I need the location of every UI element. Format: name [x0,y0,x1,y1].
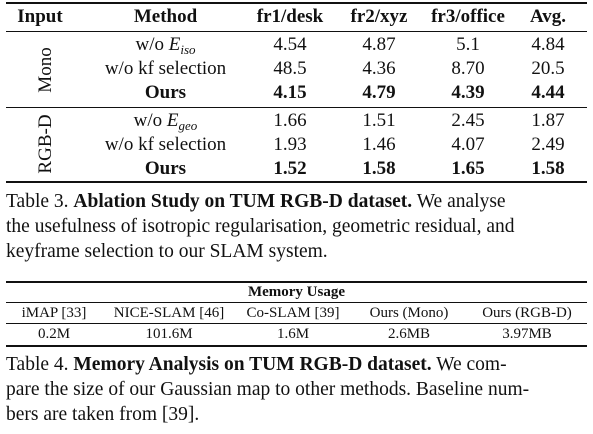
group-rule [6,107,587,108]
table4-caption: Table 4. Memory Analysis on TUM RGB-D da… [6,352,589,427]
value-cell: 2.6MB [387,326,431,342]
header-fr3-office: fr3/office [431,6,505,27]
math-symbol: E [166,110,179,131]
caption-title: Ablation Study on TUM RGB-D dataset. [73,191,413,212]
caption-line: bers are taken from [39]. [6,404,200,425]
value-cell: 1.87 [531,110,565,131]
value-cell: 1.6M [276,326,310,342]
caption-line: the usefulness of isotropic regularisati… [6,216,515,237]
value-cell: 4.79 [362,82,396,103]
table-row: w/o Egeo 1.66 1.51 2.45 1.87 [6,109,587,133]
table-row: w/o Eiso 4.54 4.87 5.1 4.84 [6,33,587,57]
header-cell: Ours (RGB-D) [482,305,572,321]
value-cell: 20.5 [531,58,565,79]
value-cell: 4.44 [531,82,565,103]
header-avg: Avg. [529,6,567,27]
header-fr1-desk: fr1/desk [256,6,324,27]
value-cell: 4.87 [362,34,396,55]
table-row: w/o kf selection 1.93 1.46 4.07 2.49 [6,133,587,157]
math-symbol: E [168,34,181,55]
caption-line: pare the size of our Gaussian map to oth… [6,379,530,400]
method-text: w/o E [133,110,179,131]
header-rule [6,31,587,32]
caption-text: We analyse [416,191,506,212]
table-bottom-rule [6,181,587,183]
header-cell: iMAP [33] [21,305,87,321]
value-cell: 4.36 [362,58,396,79]
header-method: Method [133,6,198,27]
header-cell: NICE-SLAM [46] [113,305,225,321]
caption-line: Table 4. Memory Analysis on TUM RGB-D da… [6,352,589,377]
value-cell: 1.58 [531,158,565,179]
value-cell: 2.49 [531,134,565,155]
table-row: Ours 1.52 1.58 1.65 1.58 [6,157,587,181]
value-cell: 48.5 [273,58,307,79]
value-cell: 1.52 [273,158,307,179]
value-cell: 4.15 [273,82,307,103]
header-cell: Ours (Mono) [369,305,449,321]
value-cell: 3.97MB [502,326,552,342]
value-cell: 2.45 [451,110,485,131]
table-row: 0.2M 101.6M 1.6M 2.6MB 3.97MB [6,324,587,344]
value-cell: 1.46 [362,134,396,155]
memory-table-title: Memory Usage [247,284,346,300]
value-cell: 1.51 [362,110,396,131]
header-cell: Co-SLAM [39] [246,305,340,321]
value-cell: 1.58 [362,158,396,179]
value-cell: 8.70 [451,58,485,79]
table3-caption: Table 3. Ablation Study on TUM RGB-D dat… [6,189,589,264]
table-row: w/o kf selection 48.5 4.36 8.70 20.5 [6,57,587,81]
method-cell: w/o Eiso [74,33,257,62]
table-top-rule [6,2,587,4]
method-subscript: iso [180,42,196,57]
table-header-row: Input Method fr1/desk fr2/xyz fr3/office… [6,5,587,29]
caption-title: Memory Analysis on TUM RGB-D dataset. [73,354,432,375]
caption-label: Table 3. [6,191,69,212]
table-bottom-rule [6,345,587,347]
value-cell: 1.65 [451,158,485,179]
method-subscript: geo [178,118,198,133]
method-cell: w/o Egeo [74,109,257,138]
value-cell: 4.07 [451,134,485,155]
caption-line: keyframe selection to our SLAM system. [6,241,328,262]
table-top-rule [6,281,587,283]
value-cell: 1.93 [273,134,307,155]
value-cell: 1.66 [273,110,307,131]
caption-text: We com- [436,354,507,375]
method-cell: w/o kf selection [104,58,227,79]
method-cell: Ours [144,158,187,179]
caption-line: Table 3. Ablation Study on TUM RGB-D dat… [6,189,589,214]
caption-label: Table 4. [6,354,69,375]
value-cell: 4.84 [531,34,565,55]
value-cell: 4.54 [273,34,307,55]
value-cell: 0.2M [37,326,71,342]
method-cell: Ours [144,82,187,103]
value-cell: 5.1 [456,34,480,55]
table-row: Ours 4.15 4.79 4.39 4.44 [6,81,587,105]
header-fr2-xyz: fr2/xyz [350,6,408,27]
title-rule [6,302,587,303]
value-cell: 101.6M [145,326,193,342]
value-cell: 4.39 [451,82,485,103]
header-rule [6,323,587,324]
table-header-row: iMAP [33] NICE-SLAM [46] Co-SLAM [39] Ou… [6,303,587,323]
method-cell: w/o kf selection [104,134,227,155]
header-input: Input [17,6,63,27]
method-text: w/o E [135,34,181,55]
